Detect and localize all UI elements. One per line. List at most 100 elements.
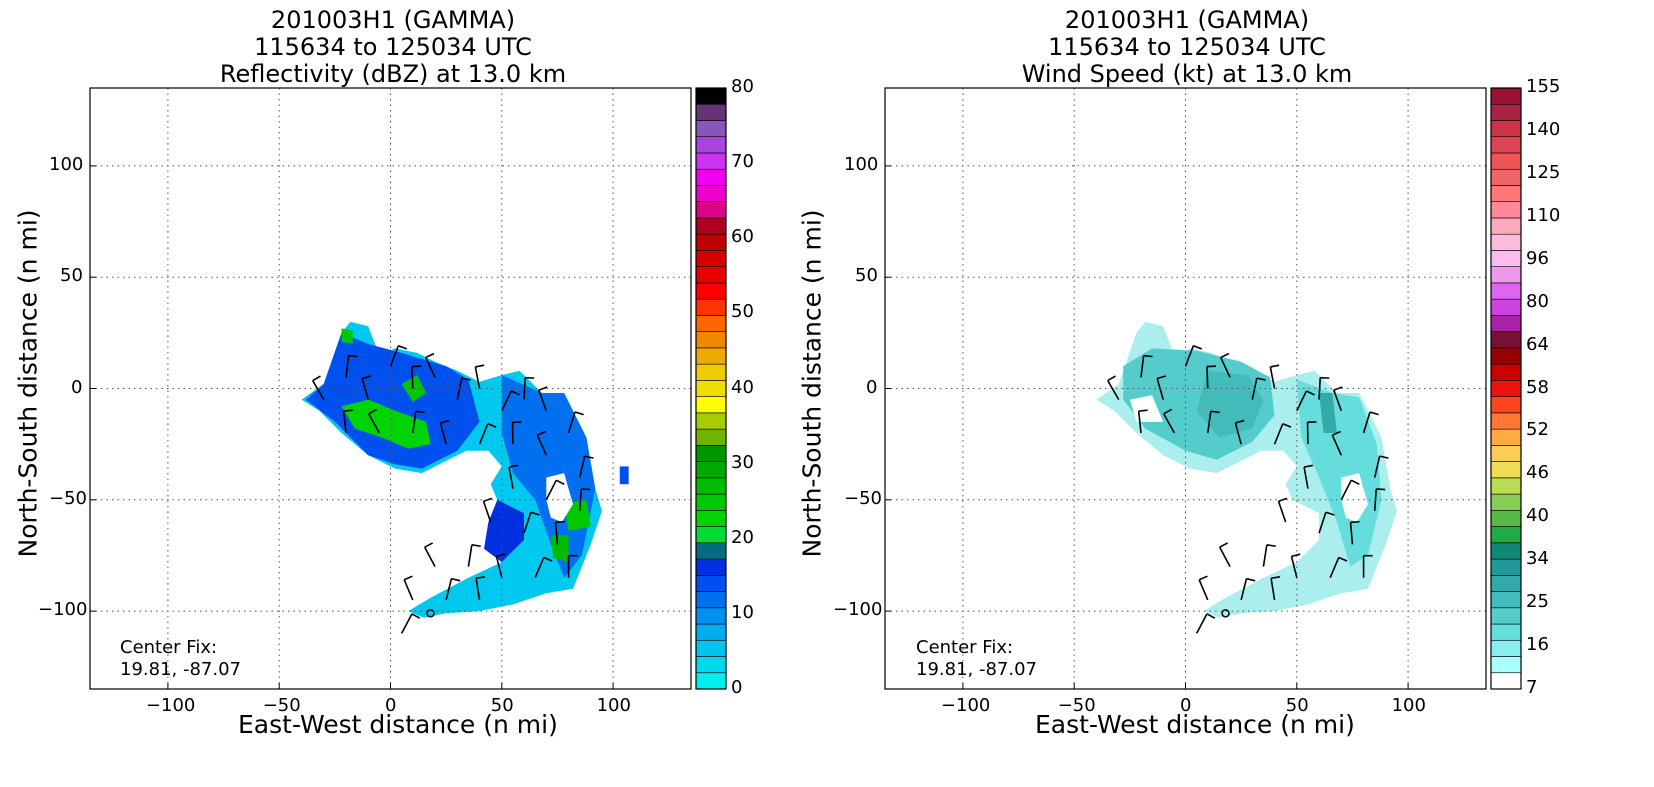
- wind-barb-flag: [343, 409, 353, 412]
- colorbar-tick-label: 80: [1526, 290, 1549, 312]
- colorbar-segment: [1490, 233, 1522, 251]
- colorbar-segment: [1490, 363, 1522, 381]
- wind-barb: [1362, 411, 1371, 434]
- wind-barb: [423, 546, 436, 567]
- colorbar-segment: [1490, 103, 1522, 121]
- wind-barb-flag: [361, 375, 372, 380]
- colorbar-segment: [1490, 168, 1522, 186]
- colorbar-tick-label: 58: [1526, 376, 1549, 398]
- colorbar-segment: [1490, 558, 1522, 576]
- colorbar-segment: [695, 428, 727, 446]
- colorbar-segment: [695, 120, 727, 138]
- wind-barb: [1234, 422, 1242, 445]
- y-tick-label: −100: [38, 599, 88, 621]
- colorbar-segment: [695, 136, 727, 154]
- colorbar-segment: [695, 298, 727, 316]
- colorbar-segment: [695, 152, 727, 170]
- wind-barb: [1296, 390, 1308, 412]
- wind-barb: [1262, 544, 1268, 567]
- colorbar-segment: [695, 201, 727, 219]
- wind-barb-flag: [411, 613, 421, 619]
- reflectivity-green-north: [341, 328, 353, 344]
- wind-barb: [1137, 411, 1142, 434]
- chart-title-line-2: 115634 to 125034 UTC: [254, 33, 532, 61]
- y-tick-label: −100: [833, 599, 883, 621]
- wind-barb: [411, 366, 414, 389]
- reflectivity-band-inner: [484, 499, 525, 563]
- center-fix-coords: 19.81, -87.07: [120, 659, 241, 680]
- colorbar-tick-label: 0: [731, 677, 743, 698]
- wind-barb-flag: [1278, 497, 1288, 503]
- colorbar-tick-label: 10: [731, 601, 754, 623]
- colorbar-segment: [1490, 282, 1522, 300]
- wind-speed-band-core: [1319, 393, 1337, 433]
- colorbar-segment: [695, 233, 727, 251]
- wind-barb-flag: [1235, 419, 1245, 424]
- wind-barb-flag: [1325, 511, 1335, 516]
- colorbar-tick-label: 25: [1526, 591, 1549, 613]
- x-tick-label: 0: [385, 695, 397, 716]
- colorbar-segment: [1490, 510, 1522, 527]
- reflectivity-plot: [89, 87, 727, 690]
- wind-barb-flag: [1350, 479, 1360, 485]
- colorbar-segment: [1490, 136, 1522, 154]
- wind-barb-flag: [483, 497, 493, 503]
- wind-barb-flag: [1206, 613, 1216, 619]
- wind-barb: [554, 522, 559, 545]
- wind-barb: [1340, 479, 1353, 501]
- wind-barb-flag: [1350, 520, 1360, 524]
- wind-barb-flag: [1379, 455, 1389, 459]
- colorbar-segment: [695, 526, 727, 544]
- colorbar-segment: [1490, 623, 1522, 641]
- colorbar-segment: [695, 607, 727, 625]
- colorbar-segment: [1490, 542, 1522, 560]
- x-tick-label: 100: [1391, 695, 1426, 716]
- wind-barb: [1269, 366, 1276, 389]
- wind-barb: [474, 366, 481, 389]
- wind-barb-flag: [538, 386, 548, 391]
- colorbar-segment: [1490, 574, 1522, 592]
- chart-title-line-3: Wind Speed (kt) at 13.0 km: [1021, 60, 1353, 88]
- wind-barb: [424, 357, 436, 378]
- wind-barb: [536, 434, 548, 456]
- colorbar-tick-label: 60: [731, 226, 754, 248]
- y-axis-label: North-South distance (n mi): [797, 209, 827, 558]
- colorbar-segment: [695, 461, 727, 479]
- colorbar-tick-label: 110: [1526, 204, 1561, 226]
- wind-barb-flag: [1193, 344, 1203, 350]
- wind-barb: [578, 455, 586, 478]
- wind-barb-flag: [475, 576, 486, 580]
- y-tick-label: 100: [49, 153, 84, 175]
- wind-barb: [1349, 522, 1354, 545]
- wind-barb: [1270, 578, 1276, 601]
- wind-barb-flag: [348, 354, 358, 358]
- y-axis-label: North-South distance (n mi): [13, 209, 43, 558]
- colorbar-segment: [695, 591, 727, 609]
- wind-barb-flag: [574, 411, 584, 416]
- wind-barb-flag: [1369, 411, 1379, 416]
- center-fix-marker: [426, 609, 435, 618]
- x-tick-label: 0: [1180, 695, 1192, 716]
- y-tick-label: 0: [71, 376, 83, 398]
- colorbar-segment: [695, 493, 727, 511]
- colorbar-segment: [695, 656, 727, 674]
- wind-barb: [1156, 378, 1165, 400]
- colorbar-segment: [695, 87, 727, 105]
- colorbar-segment: [695, 396, 727, 414]
- center-fix-label: Center Fix:: [120, 637, 218, 658]
- colorbar-segment: [695, 250, 727, 267]
- reflectivity-green-west: [341, 399, 431, 449]
- wind-barb: [445, 578, 453, 601]
- wind-barb-flag: [1306, 390, 1315, 396]
- wind-barb: [411, 411, 417, 434]
- colorbar-tick-label: 20: [731, 526, 754, 548]
- reflectivity-green-patch: [401, 375, 427, 402]
- wind-barb-flag: [1333, 386, 1343, 391]
- x-tick-label: 100: [596, 695, 631, 716]
- colorbar-segment: [1490, 639, 1522, 657]
- wind-barb-flag: [1219, 542, 1229, 548]
- wind-speed-gap-west: [1129, 395, 1164, 422]
- wind-barb: [342, 411, 347, 434]
- reflectivity-green-east-2: [550, 535, 569, 563]
- colorbar-segment: [695, 282, 727, 300]
